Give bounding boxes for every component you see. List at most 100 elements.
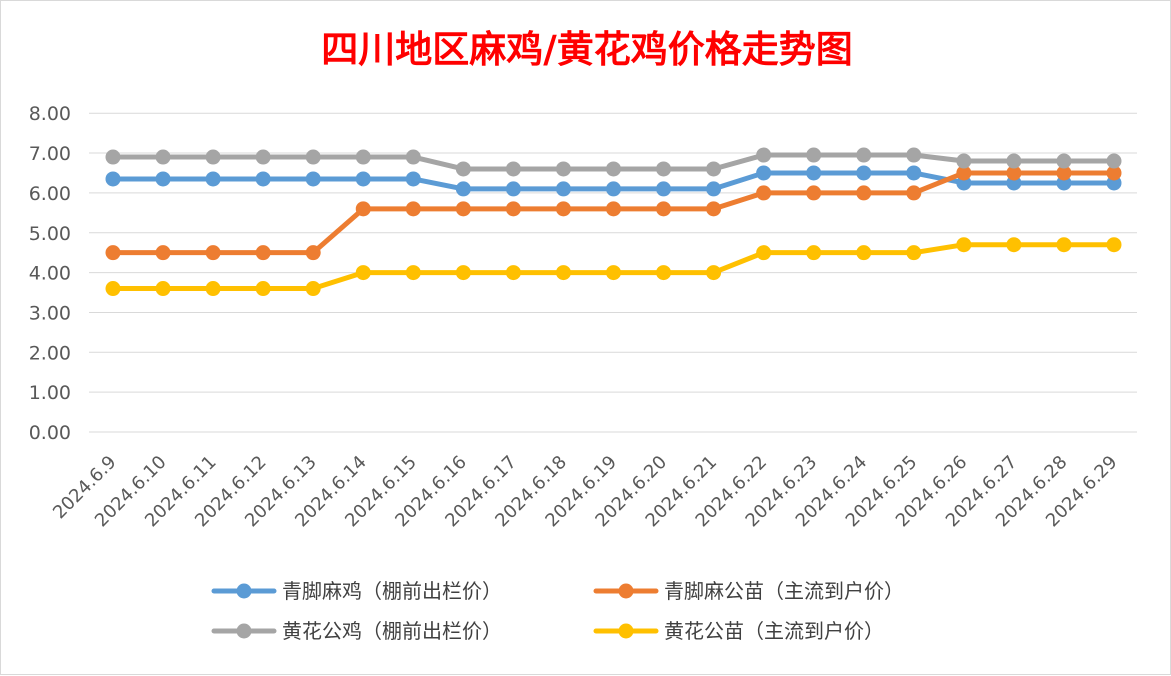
- y-tick-label: 5.00: [29, 223, 71, 245]
- legend-label: 黄花公鸡（棚前出栏价）: [282, 619, 502, 643]
- data-point: [105, 149, 121, 165]
- legend-swatch-marker: [618, 623, 634, 639]
- data-point: [1006, 165, 1022, 181]
- data-point: [255, 149, 271, 165]
- data-point: [1056, 165, 1072, 181]
- data-point: [305, 281, 321, 297]
- data-point: [806, 147, 822, 163]
- data-point: [355, 201, 371, 217]
- data-point: [756, 165, 772, 181]
- data-point: [856, 165, 872, 181]
- data-point: [1056, 237, 1072, 253]
- legend: 青脚麻鸡（棚前出栏价） 青脚麻公苗（主流到户价） 黄花公鸡（棚前出栏价） 黄花公苗（主…: [211, 579, 904, 643]
- data-point: [856, 245, 872, 261]
- data-point: [756, 147, 772, 163]
- legend-item: 黄花公苗（主流到户价）: [593, 619, 884, 643]
- y-tick-label: 1.00: [29, 382, 71, 404]
- data-point: [155, 245, 171, 261]
- data-point: [606, 161, 621, 177]
- data-point: [555, 265, 571, 281]
- data-point: [906, 185, 922, 201]
- y-tick-label: 7.00: [29, 143, 71, 165]
- data-point: [105, 281, 121, 297]
- data-point: [455, 161, 471, 177]
- data-point: [105, 171, 121, 187]
- series-2: [105, 165, 1122, 261]
- data-point: [706, 181, 722, 197]
- series-3: [105, 147, 1122, 177]
- data-point: [806, 185, 822, 201]
- data-point: [656, 161, 672, 177]
- chart-title: 四川地区麻鸡/黄花鸡价格走势图: [321, 27, 853, 71]
- data-point: [606, 181, 621, 197]
- data-point: [956, 153, 972, 169]
- data-point: [956, 165, 972, 181]
- data-point: [505, 201, 521, 217]
- legend-swatch-marker: [236, 583, 252, 599]
- y-tick-label: 3.00: [29, 302, 71, 324]
- data-point: [555, 201, 571, 217]
- legend-item: 黄花公鸡（棚前出栏价）: [211, 619, 502, 643]
- data-point: [756, 185, 772, 201]
- data-point: [155, 149, 171, 165]
- data-point: [706, 201, 722, 217]
- data-point: [656, 201, 672, 217]
- data-point: [455, 265, 471, 281]
- legend-label: 黄花公苗（主流到户价）: [664, 619, 884, 643]
- data-point: [1056, 153, 1072, 169]
- x-axis-ticks: 2024.6.92024.6.102024.6.112024.6.122024.…: [49, 452, 1122, 532]
- data-point: [155, 171, 171, 187]
- data-point: [305, 245, 321, 261]
- data-point: [956, 237, 972, 253]
- data-point: [1006, 237, 1022, 253]
- data-point: [656, 265, 672, 281]
- data-point: [205, 281, 221, 297]
- data-point: [205, 171, 221, 187]
- data-point: [255, 281, 271, 297]
- data-point: [405, 201, 421, 217]
- data-point: [806, 165, 822, 181]
- legend-item: 青脚麻鸡（棚前出栏价）: [211, 579, 502, 603]
- data-point: [906, 147, 922, 163]
- data-point: [105, 245, 121, 261]
- data-point: [455, 181, 471, 197]
- data-point: [155, 281, 171, 297]
- data-point: [656, 181, 672, 197]
- data-point: [355, 265, 371, 281]
- legend-item: 青脚麻公苗（主流到户价）: [593, 579, 904, 603]
- data-point: [505, 265, 521, 281]
- data-point: [205, 245, 221, 261]
- data-point: [205, 149, 221, 165]
- data-point: [856, 185, 872, 201]
- data-point: [405, 171, 421, 187]
- data-point: [756, 245, 772, 261]
- y-tick-label: 2.00: [29, 342, 71, 364]
- data-point: [906, 245, 922, 261]
- data-point: [706, 161, 722, 177]
- data-point: [355, 149, 371, 165]
- data-point: [555, 161, 571, 177]
- data-point: [856, 147, 872, 163]
- data-point: [255, 245, 271, 261]
- y-tick-label: 0.00: [29, 422, 71, 444]
- data-point: [405, 265, 421, 281]
- data-point: [606, 201, 621, 217]
- data-point: [906, 165, 922, 181]
- data-point: [505, 161, 521, 177]
- y-tick-label: 8.00: [29, 103, 71, 125]
- data-point: [1106, 237, 1122, 253]
- legend-swatch-marker: [618, 583, 634, 599]
- y-axis-ticks: 0.00 1.00 2.00 3.00 4.00 5.00 6.00 7.00 8.00: [29, 103, 71, 444]
- legend-swatch-marker: [236, 623, 252, 639]
- data-point: [1006, 153, 1022, 169]
- data-point: [305, 149, 321, 165]
- series-layer: [105, 147, 1122, 297]
- legend-label: 青脚麻公苗（主流到户价）: [664, 579, 904, 603]
- data-point: [606, 265, 621, 281]
- data-point: [505, 181, 521, 197]
- data-point: [555, 181, 571, 197]
- series-4: [105, 237, 1122, 297]
- y-tick-label: 4.00: [29, 263, 71, 285]
- data-point: [806, 245, 822, 261]
